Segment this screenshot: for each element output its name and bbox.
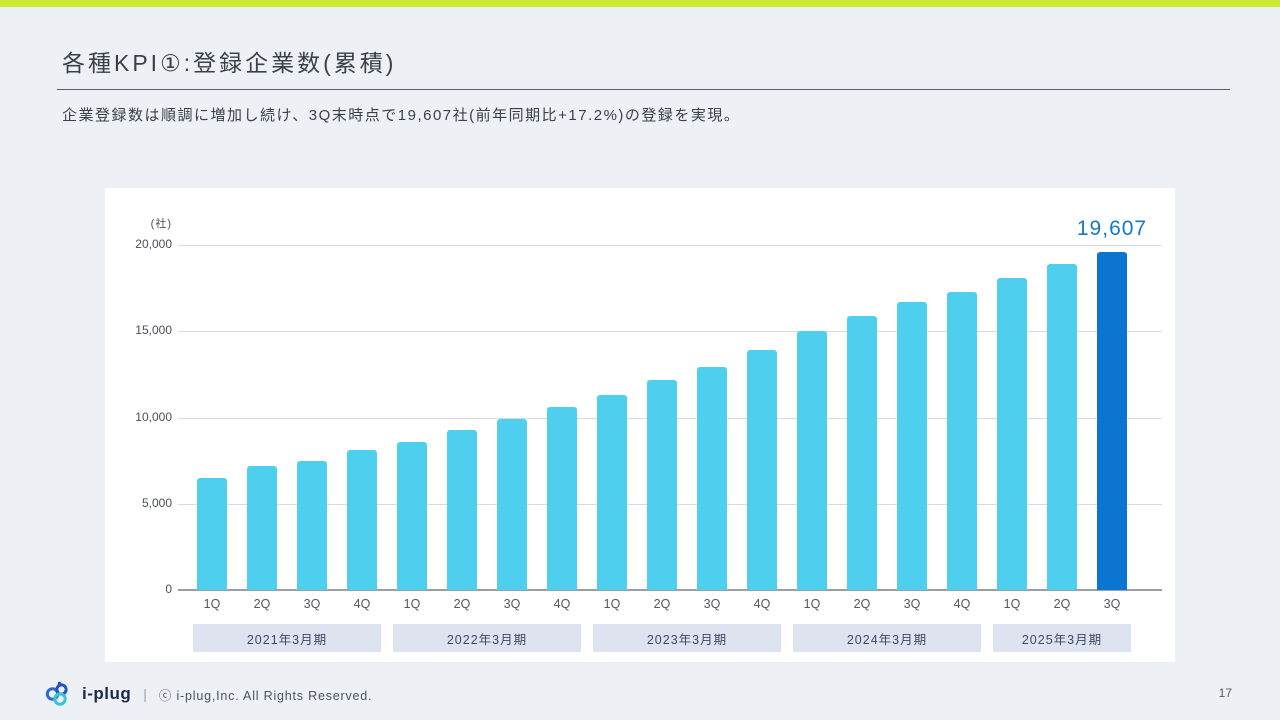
chart-bar-2Q-2024年3月期 [847, 315, 877, 590]
y-tick-label: 15,000 [135, 323, 172, 338]
fiscal-year-band: 2024年3月期 [793, 624, 981, 652]
fiscal-year-band: 2021年3月期 [193, 624, 381, 652]
chart-card: (社) 0 5,000 10,000 15,000 20,000 1Q 2Q 3Q 4Q 2021… [105, 188, 1175, 662]
chart-bar-4Q-2024年3月期 [947, 291, 977, 590]
x-tick-label: 2Q [253, 597, 271, 611]
chart-bar-2Q-2022年3月期 [447, 429, 477, 590]
chart-bar-3Q-2021年3月期 [297, 460, 327, 590]
x-tick-label: 3Q [1103, 597, 1121, 611]
subtitle: 企業登録数は順調に増加し続け、3Q末時点で19,607社(前年同期比+17.2%… [62, 107, 741, 124]
x-tick-label: 1Q [203, 597, 221, 611]
footer: i-plug | ⓒ i-plug,Inc. All Rights Reserv… [44, 678, 372, 710]
chart-bar-3Q-2025年3月期 [1097, 251, 1127, 590]
chart-bar-4Q-2022年3月期 [547, 407, 577, 590]
chart-bar-1Q-2023年3月期 [597, 395, 627, 590]
chart-bar-1Q-2021年3月期 [197, 477, 227, 590]
x-tick-label: 3Q [503, 597, 521, 611]
chart-bar-1Q-2024年3月期 [797, 331, 827, 590]
x-axis-line [178, 589, 1162, 591]
chart-bar-2Q-2021年3月期 [247, 465, 277, 590]
x-tick-label: 1Q [403, 597, 421, 611]
i-plug-logo-icon [45, 681, 68, 706]
x-tick-label: 4Q [553, 597, 571, 611]
y-tick-label: 10,000 [135, 409, 172, 424]
fiscal-year-band: 2025年3月期 [993, 624, 1131, 652]
x-tick-label: 4Q [953, 597, 971, 611]
chart-bar-4Q-2023年3月期 [747, 350, 777, 590]
x-tick-label: 3Q [703, 597, 721, 611]
y-tick-label: 20,000 [135, 237, 172, 251]
chart-bar-2Q-2025年3月期 [1047, 263, 1077, 590]
chart-bar-3Q-2023年3月期 [697, 367, 727, 590]
page-title: 各種KPI①:登録企業数(累積) [62, 50, 397, 76]
chart-bar-3Q-2022年3月期 [497, 419, 527, 590]
x-tick-label: 2Q [853, 597, 871, 611]
i-plug-wordmark: i-plug [82, 684, 132, 703]
fiscal-year-band: 2023年3月期 [593, 624, 781, 652]
x-tick-label: 4Q [753, 597, 771, 611]
x-tick-label: 2Q [1053, 597, 1071, 611]
x-tick-label: 2Q [653, 597, 671, 611]
y-axis-unit-label: (社) [150, 218, 172, 230]
footer-separator: | [143, 686, 147, 702]
y-tick-label: 5,000 [141, 495, 172, 510]
x-tick-label: 4Q [353, 597, 371, 611]
x-tick-label: 1Q [1003, 597, 1021, 611]
x-tick-label: 1Q [803, 597, 821, 611]
title-divider [57, 89, 1230, 90]
chart-bar-3Q-2024年3月期 [897, 301, 927, 590]
x-tick-label: 3Q [303, 597, 321, 611]
x-tick-label: 3Q [903, 597, 921, 611]
x-tick-label: 2Q [453, 597, 471, 611]
chart-bar-4Q-2021年3月期 [347, 450, 377, 590]
value-callout: 19,607 [1076, 217, 1148, 240]
gridline [178, 245, 1162, 246]
y-tick-label: 0 [165, 582, 172, 596]
copyright-text: ⓒ i-plug,Inc. All Rights Reserved. [158, 688, 373, 703]
chart-bar-2Q-2023年3月期 [647, 379, 677, 590]
chart-bar-1Q-2022年3月期 [397, 441, 427, 590]
page-number: 17 [1218, 686, 1232, 700]
top-accent-strip [0, 0, 1280, 7]
gridline [178, 331, 1162, 333]
fiscal-year-band: 2022年3月期 [393, 624, 581, 652]
x-tick-label: 1Q [603, 597, 621, 611]
chart-bar-1Q-2025年3月期 [997, 277, 1027, 590]
